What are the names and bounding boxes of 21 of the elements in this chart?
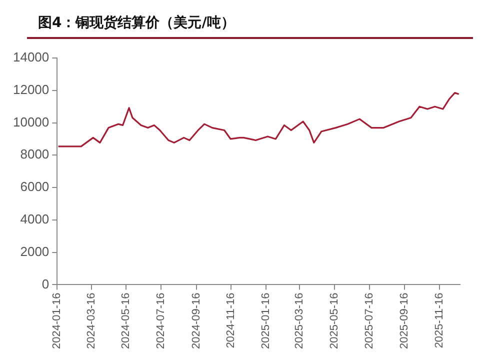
x-tick-label: 2025-05-16 xyxy=(328,292,340,350)
x-tick-label: 2025-07-16 xyxy=(363,292,376,350)
y-tick-label: 2000 xyxy=(20,244,50,259)
y-tick-label: 4000 xyxy=(20,212,50,227)
y-tick-label: 12000 xyxy=(12,82,50,97)
y-tick-label: 8000 xyxy=(20,146,50,162)
x-tick-label: 2025-01-16 xyxy=(260,292,272,350)
x-tick-label: 2025-09-16 xyxy=(398,292,411,350)
y-tick-label: 10000 xyxy=(12,114,50,130)
x-tick-label: 2024-11-16 xyxy=(225,292,238,348)
chart-title: 图4：铜现货结算价（美元/吨） xyxy=(38,14,235,32)
y-tick-label: 6000 xyxy=(20,179,50,194)
x-tick-label: 2024-05-16 xyxy=(120,292,132,350)
x-tick-label: 2024-03-16 xyxy=(85,292,98,350)
x-tick-label: 2024-09-16 xyxy=(190,292,202,350)
y-tick-label: 14000 xyxy=(12,50,50,65)
x-tick-label: 2024-07-16 xyxy=(155,292,168,350)
y-tick-label: 0 xyxy=(42,276,50,292)
x-tick-label: 2025-03-16 xyxy=(294,292,306,350)
x-tick-label: 2024-01-16 xyxy=(51,292,64,350)
x-tick-label: 2025-11-16 xyxy=(433,292,446,348)
